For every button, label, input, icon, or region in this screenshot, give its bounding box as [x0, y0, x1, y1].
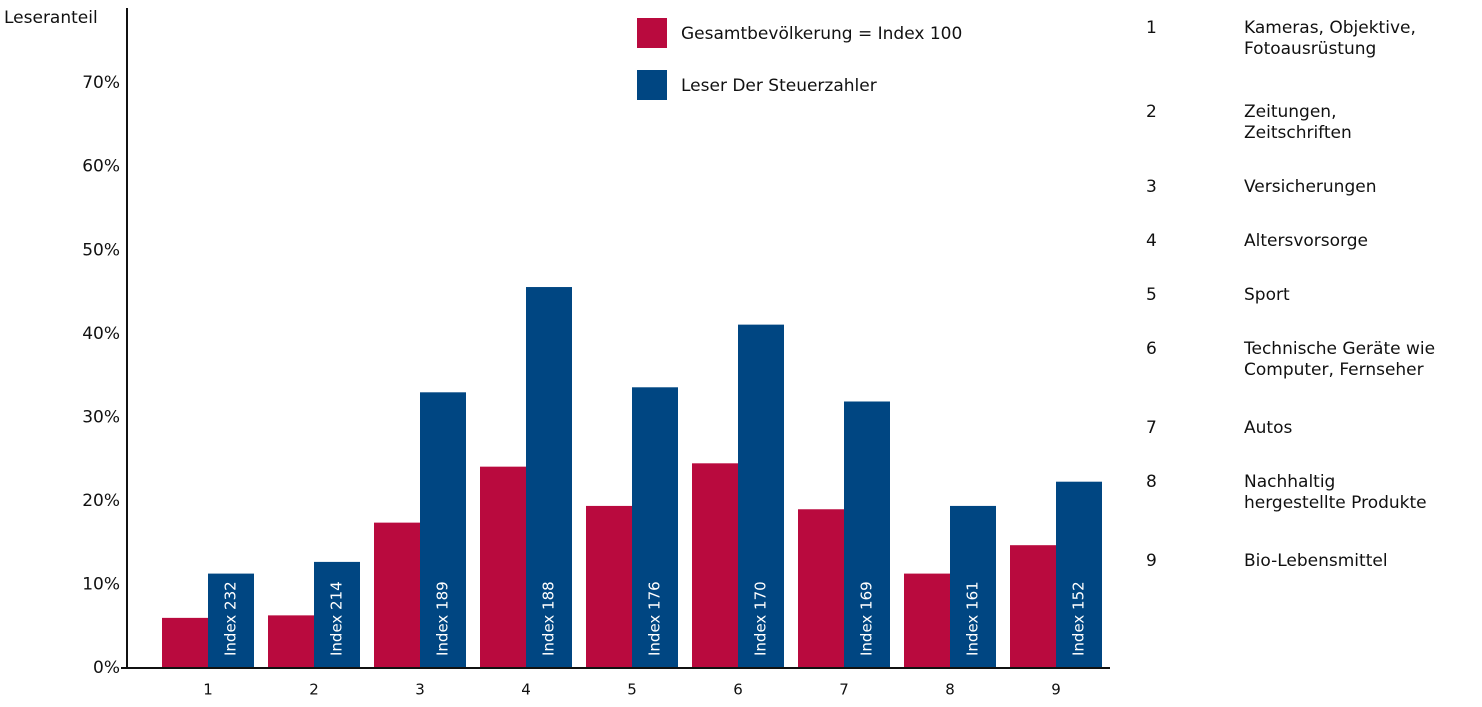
legend-swatch	[637, 70, 667, 100]
category-number: 2	[1146, 102, 1157, 122]
bar	[692, 463, 738, 668]
bar	[798, 509, 844, 668]
y-axis-label: Leseranteil	[4, 8, 98, 28]
category-description: Versicherungen	[1244, 177, 1376, 197]
category-number: 6	[1146, 339, 1157, 359]
bar	[1010, 545, 1056, 668]
bar-label: Index 152	[1070, 581, 1088, 656]
category-number: 4	[1146, 231, 1157, 251]
x-tick-label: 2	[309, 681, 319, 699]
y-tick-label: 30%	[82, 407, 120, 427]
bar-label: Index 169	[858, 581, 876, 656]
category-description: hergestellte Produkte	[1244, 493, 1427, 513]
bar-label: Index 161	[964, 581, 982, 656]
x-tick-label: 7	[839, 681, 849, 699]
bar	[844, 401, 890, 668]
category-description: Bio-Lebensmittel	[1244, 551, 1388, 571]
bar	[208, 573, 254, 668]
y-tick-label: 60%	[82, 157, 120, 177]
bar	[162, 617, 208, 668]
y-tick-label: 0%	[93, 658, 120, 678]
category-description: Autos	[1244, 418, 1292, 438]
x-tick-label: 5	[627, 681, 637, 699]
bar-label: Index 170	[752, 581, 770, 656]
category-number: 5	[1146, 285, 1157, 305]
x-tick-label: 3	[415, 681, 425, 699]
bar-label: Index 188	[540, 581, 558, 656]
bar	[314, 561, 360, 668]
category-number: 8	[1146, 472, 1157, 492]
bar	[268, 615, 314, 668]
bar	[374, 522, 420, 668]
bar	[480, 466, 526, 668]
bar-label: Index 232	[222, 581, 240, 656]
bar	[1056, 481, 1102, 668]
category-number: 9	[1146, 551, 1157, 571]
category-description: Technische Geräte wie	[1243, 339, 1435, 359]
x-tick-label: 4	[521, 681, 531, 699]
bar	[586, 505, 632, 668]
bar	[526, 287, 572, 668]
category-number: 1	[1146, 18, 1157, 38]
category-description: Fotoausrüstung	[1244, 39, 1376, 59]
category-description: Zeitungen,	[1244, 102, 1336, 122]
bar	[950, 505, 996, 668]
y-tick-label: 20%	[82, 491, 120, 511]
bar	[738, 324, 784, 668]
bar	[904, 573, 950, 668]
category-description: Kameras, Objektive,	[1244, 18, 1416, 38]
legend-label: Gesamtbevölkerung = Index 100	[681, 24, 962, 44]
bar-label: Index 214	[328, 581, 346, 656]
category-number: 3	[1146, 177, 1157, 197]
legend-label: Leser Der Steuerzahler	[681, 76, 877, 96]
bar-label: Index 176	[646, 581, 664, 656]
x-tick-label: 9	[1051, 681, 1061, 699]
category-description: Altersvorsorge	[1244, 231, 1368, 251]
x-tick-label: 6	[733, 681, 743, 699]
x-tick-label: 8	[945, 681, 955, 699]
legend-swatch	[637, 18, 667, 48]
category-description: Computer, Fernseher	[1244, 360, 1424, 380]
category-description: Sport	[1244, 285, 1290, 305]
bar-label: Index 189	[434, 581, 452, 656]
bar	[420, 392, 466, 668]
y-tick-label: 40%	[82, 324, 120, 344]
category-description: Nachhaltig	[1244, 472, 1335, 492]
y-tick-label: 10%	[82, 574, 120, 594]
category-description: Zeitschriften	[1244, 123, 1352, 143]
y-tick-label: 70%	[82, 73, 120, 93]
x-tick-label: 1	[203, 681, 213, 699]
bar	[632, 387, 678, 668]
category-number: 7	[1146, 418, 1157, 438]
y-tick-label: 50%	[82, 240, 120, 260]
